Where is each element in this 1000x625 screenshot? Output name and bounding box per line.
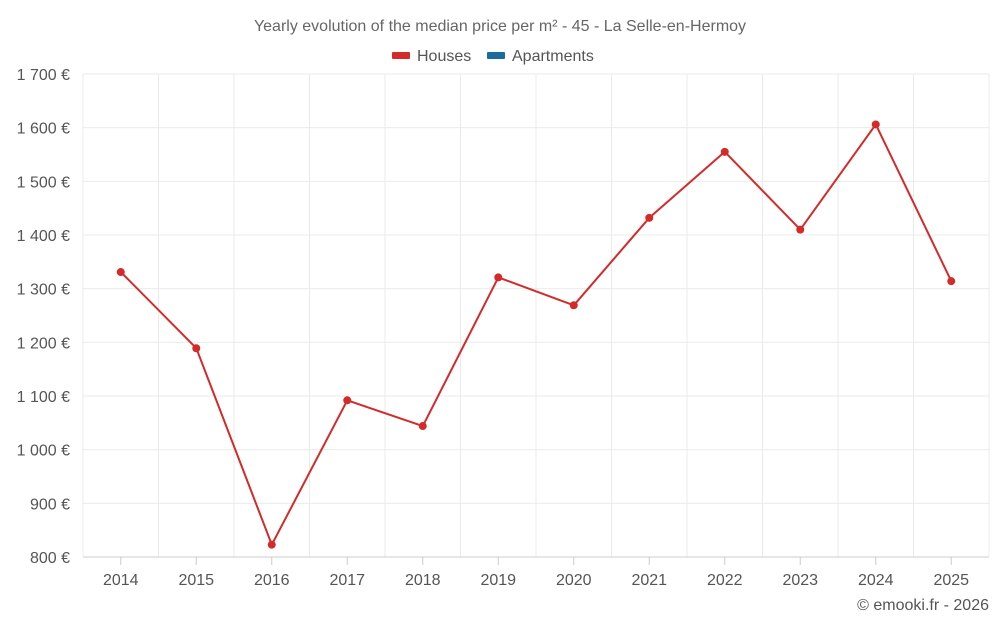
legend-swatch-houses xyxy=(392,52,410,59)
y-tick-label: 900 € xyxy=(30,496,70,513)
x-tick-label: 2014 xyxy=(103,572,139,589)
x-tick-label: 2020 xyxy=(556,572,592,589)
y-tick-label: 1 600 € xyxy=(17,121,70,138)
data-point[interactable] xyxy=(192,344,201,353)
x-tick-label: 2021 xyxy=(631,572,667,589)
y-tick-label: 1 300 € xyxy=(17,282,70,299)
data-point[interactable] xyxy=(569,301,578,310)
y-tick-label: 1 700 € xyxy=(17,67,70,84)
data-point[interactable] xyxy=(343,396,352,405)
x-tick-label: 2016 xyxy=(254,572,290,589)
y-axis-ticks: 800 € 900 € 1 000 € 1 100 € 1 200 € 1 300 € 1 … xyxy=(17,67,70,567)
data-point[interactable] xyxy=(796,225,805,234)
x-tick-label: 2024 xyxy=(858,572,894,589)
data-point[interactable] xyxy=(871,120,880,129)
data-point[interactable] xyxy=(418,422,427,431)
y-tick-label: 1 000 € xyxy=(17,443,70,460)
legend: Houses Apartments xyxy=(392,48,594,65)
data-point[interactable] xyxy=(947,277,956,286)
x-tick-label: 2017 xyxy=(329,572,365,589)
x-tick-label: 2019 xyxy=(480,572,516,589)
legend-swatch-apartments xyxy=(487,52,505,59)
x-tick-label: 2015 xyxy=(178,572,214,589)
y-tick-label: 1 400 € xyxy=(17,228,70,245)
legend-item-houses[interactable]: Houses xyxy=(392,48,471,65)
data-point[interactable] xyxy=(494,273,503,282)
data-point[interactable] xyxy=(645,213,654,222)
series-line-houses xyxy=(120,123,953,546)
y-tick-label: 1 200 € xyxy=(17,335,70,352)
data-point[interactable] xyxy=(116,268,125,277)
legend-label-apartments: Apartments xyxy=(512,48,594,65)
gridlines xyxy=(82,73,990,558)
x-tick-label: 2023 xyxy=(782,572,818,589)
legend-label-houses: Houses xyxy=(417,48,471,65)
x-tick-label: 2018 xyxy=(405,572,441,589)
legend-item-apartments[interactable]: Apartments xyxy=(487,48,594,65)
data-point[interactable] xyxy=(267,540,276,549)
x-tick-label: 2022 xyxy=(707,572,743,589)
x-tick-label: 2025 xyxy=(933,572,969,589)
credit-text: © emooki.fr - 2026 xyxy=(857,597,989,614)
y-tick-label: 1 100 € xyxy=(17,389,70,406)
data-point[interactable] xyxy=(720,147,729,156)
y-tick-label: 800 € xyxy=(30,550,70,567)
chart-title: Yearly evolution of the median price per… xyxy=(254,18,746,35)
series xyxy=(116,120,956,549)
x-axis-ticks: 2014 2015 2016 2017 2018 2019 2020 2021 2022 2023… xyxy=(103,557,969,589)
y-tick-label: 1 500 € xyxy=(17,174,70,191)
